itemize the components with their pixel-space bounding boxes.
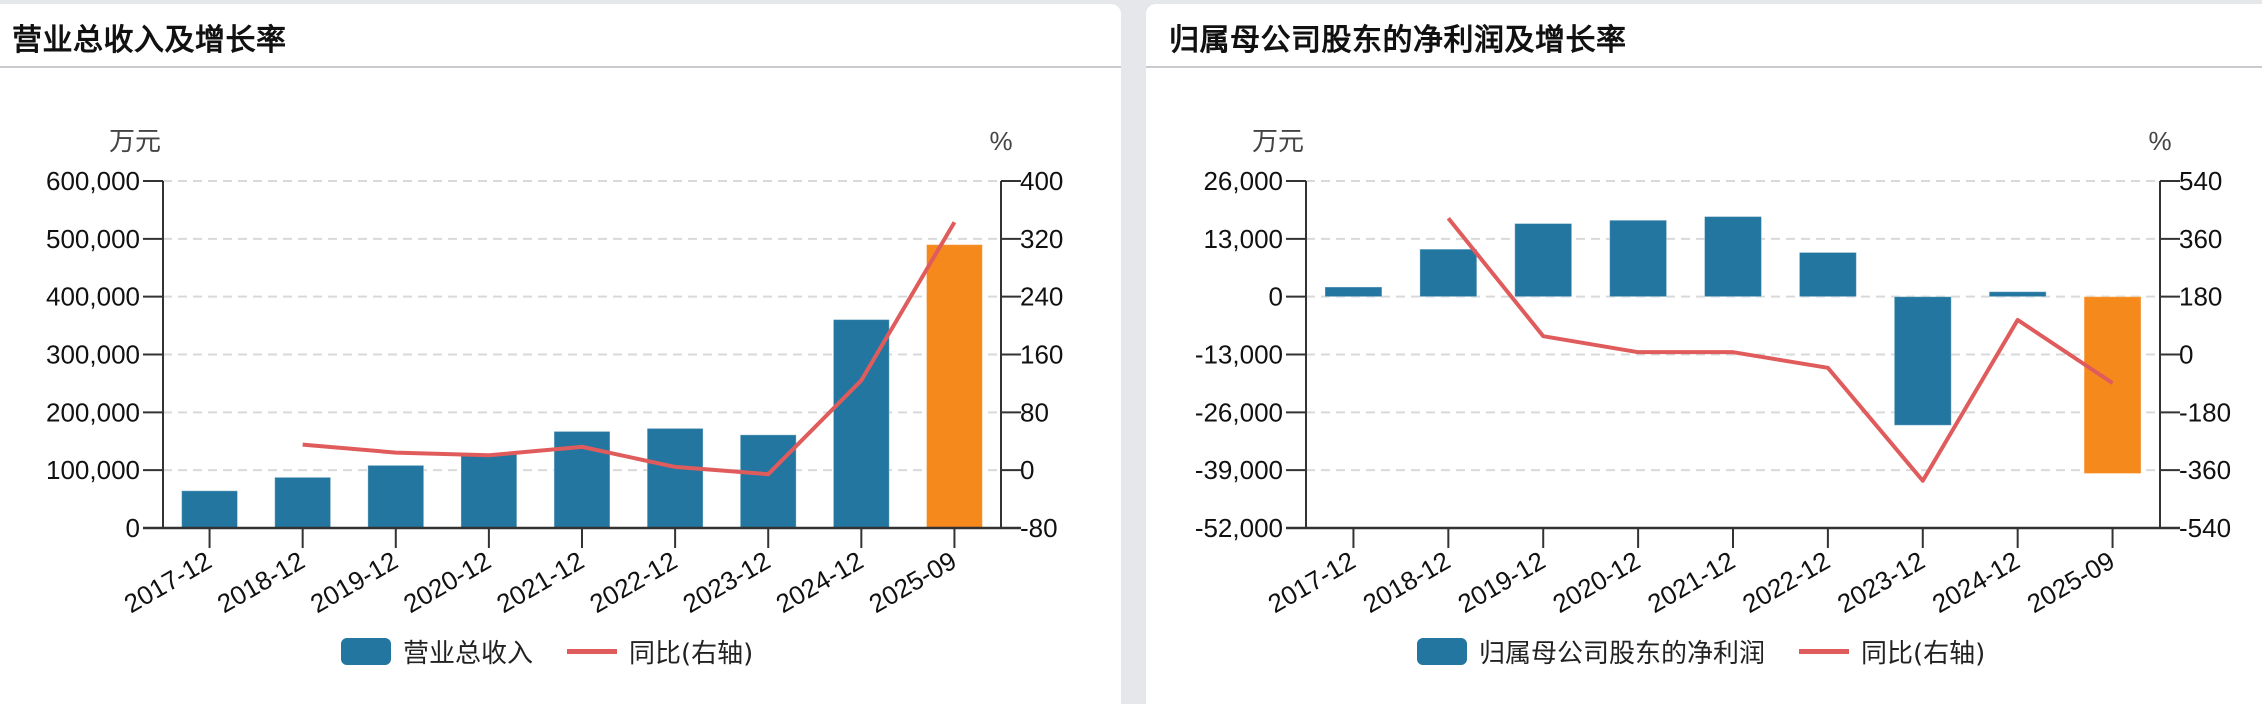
left-tick-label: 200,000 — [46, 397, 140, 427]
right-tick-label: 0 — [1020, 455, 1034, 485]
bar — [1514, 223, 1573, 298]
left-tick-label: 13,000 — [1203, 224, 1283, 254]
left-unit-label: 万元 — [109, 126, 161, 156]
chart-legend: 归属母公司股东的净利润 同比(右轴) — [1417, 633, 1985, 669]
x-tick-label: 2018-12 — [212, 545, 310, 619]
right-tick-label: -360 — [2179, 455, 2231, 485]
legend-bar-label: 归属母公司股东的净利润 — [1479, 638, 1766, 669]
bar — [832, 319, 890, 529]
right-tick-label: 400 — [1020, 166, 1063, 196]
right-tick-label: 240 — [1020, 282, 1063, 312]
x-tick-label: 2017-12 — [1263, 545, 1361, 619]
bar — [1324, 286, 1383, 298]
legend-bar-swatch — [1417, 637, 1467, 665]
left-tick-label: -26,000 — [1195, 397, 1283, 427]
bar — [460, 453, 518, 529]
right-tick-label: 160 — [1020, 340, 1063, 370]
net-profit-panel: 归属母公司股东的净利润及增长率 -52,000 -39,000 -26,000 -13… — [1146, 4, 2262, 704]
bar — [274, 476, 332, 529]
right-tick-label: -180 — [2179, 397, 2231, 427]
x-tick-label: 2021-12 — [491, 545, 589, 619]
x-tick-label: 2024-12 — [1927, 545, 2025, 619]
right-tick-label: 360 — [2179, 224, 2222, 254]
right-tick-label: 80 — [1020, 397, 1049, 427]
legend-bar-label: 营业总收入 — [403, 638, 534, 669]
bar — [181, 490, 238, 529]
revenue-chart: 0 100,000 200,000 300,000 400,000 500,000 600,… — [46, 126, 1063, 619]
x-tick-label: 2022-12 — [1737, 545, 1835, 619]
left-tick-label: -13,000 — [1195, 340, 1283, 370]
right-unit-label: % — [2148, 126, 2171, 156]
x-tick-label: 2025-09 — [864, 545, 962, 619]
bar — [1609, 219, 1668, 298]
chart-legend: 营业总收入 同比(右轴) — [341, 633, 753, 669]
x-tick-label: 2021-12 — [1642, 545, 1740, 619]
bar — [1798, 251, 1857, 298]
legend-line-swatch — [1799, 648, 1850, 654]
panel-title: 归属母公司股东的净利润及增长率 — [1169, 23, 1627, 58]
legend-bar-swatch — [341, 637, 391, 665]
bar — [1988, 291, 2047, 298]
panel-header: 归属母公司股东的净利润及增长率 — [1146, 4, 2262, 68]
left-tick-label: 400,000 — [46, 282, 140, 312]
bar — [739, 434, 797, 529]
bar — [646, 427, 704, 529]
panel-header: 营业总收入及增长率 — [0, 4, 1121, 68]
x-tick-label: 2024-12 — [771, 545, 869, 619]
right-tick-label: 540 — [2179, 166, 2222, 196]
bar — [367, 464, 425, 529]
x-tick-label: 2018-12 — [1358, 545, 1456, 619]
left-unit-label: 万元 — [1252, 126, 1304, 156]
right-unit-label: % — [989, 126, 1012, 156]
left-tick-label: 0 — [126, 513, 140, 543]
right-tick-label: 0 — [2179, 340, 2193, 370]
bar — [1419, 248, 1478, 298]
x-tick-label: 2019-12 — [305, 545, 403, 619]
x-tick-label: 2020-12 — [1547, 545, 1645, 619]
legend-line-label: 同比(右轴) — [629, 638, 754, 669]
bar — [926, 244, 983, 529]
left-tick-label: 0 — [1269, 282, 1283, 312]
left-tick-label: 300,000 — [46, 340, 140, 370]
bar — [2083, 296, 2142, 475]
x-tick-label: 2019-12 — [1453, 545, 1551, 619]
x-tick-label: 2025-09 — [2022, 545, 2120, 619]
x-tick-label: 2023-12 — [1832, 545, 1930, 619]
left-tick-label: 26,000 — [1203, 166, 1283, 196]
left-tick-label: 100,000 — [46, 455, 140, 485]
x-tick-label: 2023-12 — [678, 545, 776, 619]
bar — [1704, 216, 1762, 298]
x-tick-label: 2020-12 — [398, 545, 496, 619]
growth-line — [1446, 217, 2114, 483]
left-tick-label: -52,000 — [1195, 513, 1283, 543]
x-tick-label: 2017-12 — [119, 545, 217, 619]
panel-title: 营业总收入及增长率 — [12, 23, 287, 58]
bar — [1893, 296, 1952, 426]
right-tick-label: 320 — [1020, 224, 1063, 254]
net-profit-chart: -52,000 -39,000 -26,000 -13,000 0 13,000 26,00… — [1195, 126, 2231, 619]
growth-line — [302, 221, 957, 477]
right-tick-label: 180 — [2179, 282, 2222, 312]
right-tick-label: -540 — [2179, 513, 2231, 543]
x-tick-label: 2022-12 — [584, 545, 682, 619]
left-tick-label: 500,000 — [46, 224, 140, 254]
right-tick-label: -80 — [1020, 513, 1058, 543]
revenue-panel: 营业总收入及增长率 0 100,000 200,000 300,000 400,000 5… — [0, 4, 1121, 704]
legend-line-label: 同比(右轴) — [1861, 638, 1986, 669]
legend-line-swatch — [567, 648, 618, 654]
left-tick-label: 600,000 — [46, 166, 140, 196]
left-tick-label: -39,000 — [1195, 455, 1283, 485]
